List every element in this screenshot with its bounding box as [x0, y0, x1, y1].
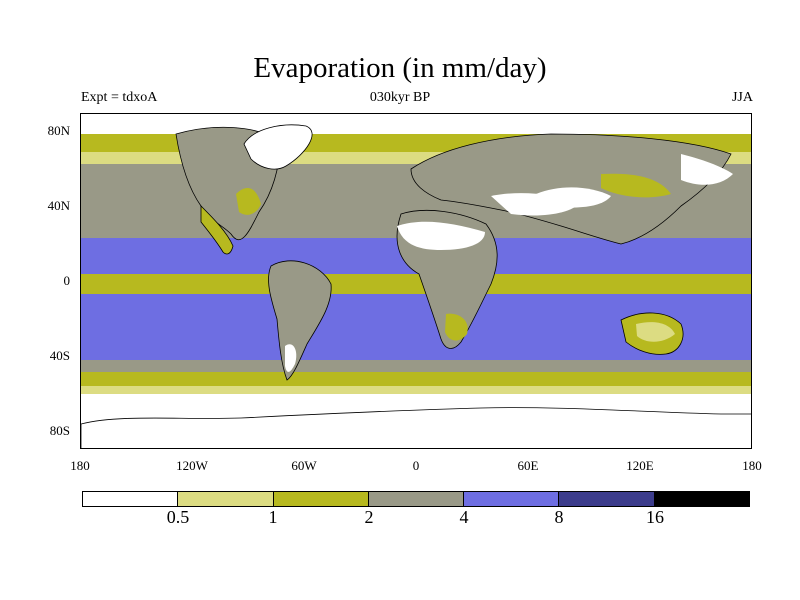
colorbar-label: 1	[268, 507, 278, 527]
central-america	[200, 205, 234, 255]
chart-title: Evaporation (in mm/day)	[253, 52, 547, 84]
lat-tick-40s: 40S	[49, 348, 70, 363]
colorbar-swatch	[178, 492, 274, 506]
colorbar-swatch	[83, 492, 179, 506]
colorbar-label: 4	[459, 507, 469, 527]
colorbar-swatch	[559, 492, 655, 506]
experiment-label: Expt = tdxoA	[81, 90, 158, 105]
east-asia-olive	[601, 173, 671, 198]
south-pale-band	[81, 386, 751, 396]
east-siberia	[681, 154, 733, 185]
colorbar-swatch	[368, 492, 465, 506]
patagonia	[285, 344, 297, 372]
north-america-east	[236, 188, 261, 215]
lon-tick-60w: 60W	[291, 458, 317, 473]
lon-tick-60e: 60E	[517, 458, 539, 473]
lat-tick-0: 0	[63, 273, 71, 288]
greenland	[243, 124, 313, 170]
colorbar-swatch	[464, 492, 560, 506]
central-asia-desert	[536, 187, 611, 208]
season-label: JJA	[731, 90, 753, 105]
lat-tick-40n: 40N	[47, 198, 70, 213]
lon-tick-180-east: 180	[742, 458, 762, 473]
south-olive-band	[81, 372, 751, 388]
sahara	[397, 221, 485, 250]
colorbar	[82, 491, 750, 507]
colorbar-swatch	[654, 492, 749, 506]
colorbar-label: 8	[554, 507, 564, 527]
antarctica	[81, 407, 751, 448]
south-america	[268, 260, 332, 381]
lon-tick-0: 0	[412, 458, 420, 473]
colorbar-swatch	[273, 492, 369, 506]
lat-tick-80n: 80N	[47, 123, 70, 138]
lat-tick-80s: 80S	[49, 423, 70, 438]
colorbar-label: 2	[364, 507, 374, 527]
lon-tick-180-west: 180	[70, 458, 90, 473]
colorbar-label: 16	[646, 507, 664, 527]
map-canvas	[81, 114, 751, 448]
colorbar-label: 0.5	[166, 507, 190, 527]
australia-interior	[636, 322, 675, 342]
southern-africa	[445, 313, 468, 341]
lon-tick-120w: 120W	[176, 458, 208, 473]
lon-tick-120e: 120E	[626, 458, 654, 473]
period-label: 030kyr BP	[369, 90, 431, 105]
evaporation-map	[80, 113, 752, 449]
